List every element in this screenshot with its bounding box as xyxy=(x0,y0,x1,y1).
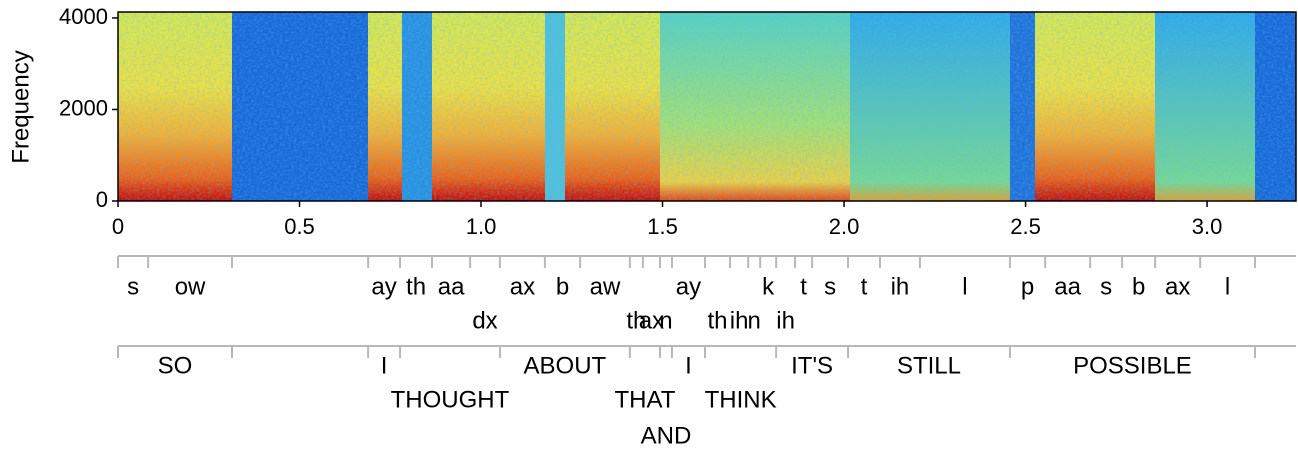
phone-label: aw xyxy=(590,273,621,300)
phone-label: s xyxy=(1100,273,1112,300)
phone-label: p xyxy=(1021,273,1034,300)
x-tick-label: 1.5 xyxy=(647,214,678,239)
phone-label: dx xyxy=(472,307,497,334)
phone-label: s xyxy=(824,273,836,300)
y-axis-label: Frequency xyxy=(7,50,34,163)
phone-label: ih xyxy=(776,307,795,334)
phone-label: t xyxy=(861,273,868,300)
word-label: POSSIBLE xyxy=(1073,352,1192,379)
phone-label: th xyxy=(406,273,426,300)
y-tick-label: 0 xyxy=(96,187,108,212)
word-label: STILL xyxy=(897,352,961,379)
plot-frame xyxy=(117,11,1297,202)
y-tick-label: 4000 xyxy=(59,4,108,29)
x-tick-label: 2.5 xyxy=(1010,214,1041,239)
word-label: ABOUT xyxy=(524,352,607,379)
word-label: IT'S xyxy=(791,352,833,379)
phone-label: ih xyxy=(891,273,910,300)
y-tick-label: 2000 xyxy=(59,95,108,120)
x-tick-label: 0 xyxy=(112,214,124,239)
word-label: THOUGHT xyxy=(391,386,510,413)
spectrogram xyxy=(118,12,1296,201)
word-label: SO xyxy=(158,352,193,379)
phone-label: ax xyxy=(639,307,664,334)
phone-label: ax xyxy=(510,273,535,300)
phone-label: th xyxy=(708,307,728,334)
phone-label: ax xyxy=(1165,273,1190,300)
word-label: THAT xyxy=(614,386,675,413)
word-label: THINK xyxy=(705,386,777,413)
x-tick-label: 2.0 xyxy=(829,214,860,239)
word-label: I xyxy=(381,352,388,379)
phone-label: ay xyxy=(371,273,396,300)
phone-label: l xyxy=(962,273,967,300)
phone-label: t xyxy=(800,273,807,300)
phone-label: ow xyxy=(175,273,206,300)
x-tick-label: 0.5 xyxy=(284,214,315,239)
phone-label: s xyxy=(127,273,139,300)
phone-label: b xyxy=(556,273,569,300)
word-label: AND xyxy=(641,422,692,449)
phone-label: k xyxy=(762,273,775,300)
phone-label: b xyxy=(1132,273,1145,300)
phone-label: n xyxy=(659,307,672,334)
phone-label: n xyxy=(748,307,761,334)
x-tick-label: 3.0 xyxy=(1192,214,1223,239)
x-tick-label: 1.0 xyxy=(466,214,497,239)
phone-label: ih xyxy=(730,307,749,334)
phone-label: aa xyxy=(1054,273,1081,300)
phone-label: aa xyxy=(438,273,465,300)
phone-label: l xyxy=(1225,273,1230,300)
word-label: I xyxy=(685,352,692,379)
phone-label: th xyxy=(626,307,646,334)
phone-label: ay xyxy=(676,273,701,300)
